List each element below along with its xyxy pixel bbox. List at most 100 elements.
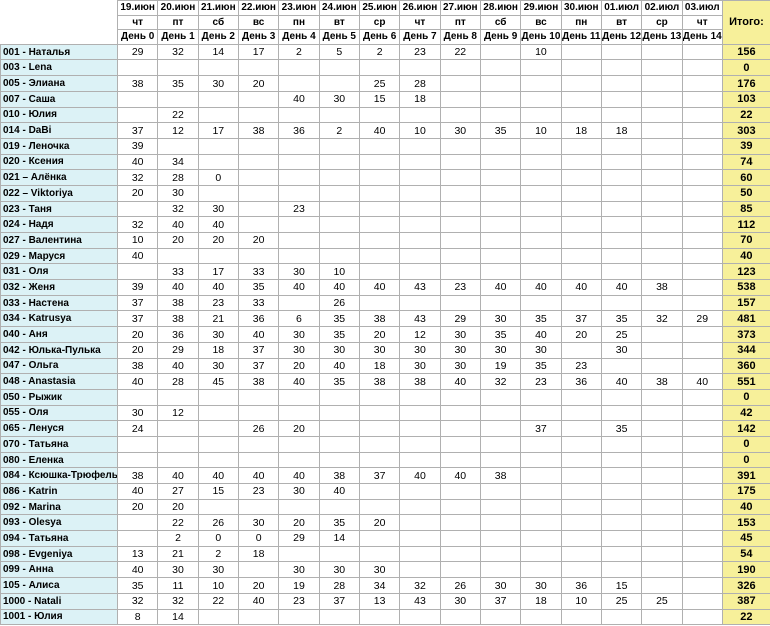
row-total: 344 <box>721 341 770 359</box>
empty-cell <box>681 341 723 359</box>
row-total: 153 <box>721 514 770 532</box>
day-value: 33 <box>157 263 199 281</box>
empty-cell <box>681 247 723 265</box>
empty-cell <box>560 608 602 626</box>
empty-cell <box>641 357 683 375</box>
day-value: 40 <box>600 373 643 390</box>
row-total: 326 <box>721 577 770 594</box>
empty-cell <box>278 169 320 186</box>
empty-cell <box>681 169 723 186</box>
empty-cell <box>439 200 481 218</box>
data-row: 001 - Наталья 29 32 14 17 2 5 2 23 22 10 156 <box>0 43 770 61</box>
empty-cell <box>600 247 643 265</box>
empty-cell <box>237 608 280 626</box>
row-total: 551 <box>721 373 770 390</box>
day-value: 10 <box>197 577 239 594</box>
participant-name: 1000 - Natali <box>0 592 118 610</box>
day-value: 21 <box>157 545 199 563</box>
empty-cell <box>681 404 723 422</box>
empty-cell <box>681 232 723 249</box>
empty-cell <box>197 137 239 155</box>
day-value: 33 <box>237 294 280 312</box>
empty-cell <box>560 232 602 249</box>
participant-name: 010 - Юлия <box>0 106 118 124</box>
empty-cell <box>641 59 683 77</box>
day-value: 23 <box>560 357 602 375</box>
data-row: 033 - Настена 37 38 23 33 26 157 <box>0 294 770 312</box>
day-value: 34 <box>157 153 199 171</box>
day-value: 43 <box>399 592 441 610</box>
header-date: 27.июн <box>439 0 481 16</box>
day-value: 23 <box>197 294 239 312</box>
empty-cell <box>439 561 481 579</box>
day-value: 38 <box>399 373 441 390</box>
day-value: 20 <box>197 232 239 249</box>
empty-cell <box>439 232 481 249</box>
empty-cell <box>560 530 602 547</box>
participant-name: 099 - Анна <box>0 561 118 579</box>
day-value: 2 <box>197 545 239 563</box>
empty-cell <box>600 43 643 61</box>
empty-cell <box>479 483 522 500</box>
day-value: 30 <box>318 341 360 359</box>
data-row: 094 - Татьяна 2 0 0 29 14 45 <box>0 530 770 547</box>
participant-name: 001 - Наталья <box>0 43 118 61</box>
header-day: День 5 <box>318 29 360 45</box>
empty-cell <box>157 90 199 108</box>
empty-cell <box>358 247 401 265</box>
row-total: 74 <box>721 153 770 171</box>
day-value: 30 <box>358 561 401 579</box>
day-value: 23 <box>520 373 562 390</box>
empty-cell <box>157 451 199 469</box>
empty-cell <box>641 545 683 563</box>
row-total: 45 <box>721 530 770 547</box>
day-value: 40 <box>600 279 643 296</box>
row-total: 360 <box>721 357 770 375</box>
day-value: 18 <box>399 90 441 108</box>
participant-name: 042 - Юлька-Пулька <box>0 341 118 359</box>
data-row: 1000 - Natali 32 32 22 40 23 37 13 43 30 37 18 10 25 2… <box>0 592 770 610</box>
header-weekday: чт <box>681 14 723 31</box>
empty-cell <box>681 75 723 92</box>
empty-cell <box>399 184 441 202</box>
day-value: 40 <box>318 357 360 375</box>
header-day: День 10 <box>520 29 562 45</box>
header-date: 26.июн <box>399 0 441 16</box>
header-weekday: сб <box>479 14 522 31</box>
empty-cell <box>681 451 723 469</box>
day-value: 40 <box>560 279 602 296</box>
participant-name: 021 – Алёнка <box>0 169 118 186</box>
empty-cell <box>681 514 723 532</box>
empty-cell <box>520 263 562 281</box>
day-value: 20 <box>116 184 159 202</box>
empty-cell <box>237 200 280 218</box>
day-value: 38 <box>237 373 280 390</box>
empty-cell <box>197 59 239 77</box>
header-date: 28.июн <box>479 0 522 16</box>
empty-cell <box>520 404 562 422</box>
empty-cell <box>681 483 723 500</box>
day-value: 32 <box>157 592 199 610</box>
data-row: 032 - Женя 39 40 40 35 40 40 40 43 23 40 40 40 40 38 53… <box>0 279 770 296</box>
data-row: 084 - Ксюшка-Трюфельк 38 40 40 40 40 38 37 40 40 3… <box>0 467 770 485</box>
day-value: 30 <box>157 561 199 579</box>
participant-name: 093 - Olesya <box>0 514 118 532</box>
header-date: 24.июн <box>318 0 360 16</box>
empty-cell <box>237 247 280 265</box>
participant-name: 020 - Ксения <box>0 153 118 171</box>
participant-name: 027 - Валентина <box>0 232 118 249</box>
empty-cell <box>358 294 401 312</box>
day-value: 20 <box>157 232 199 249</box>
empty-cell <box>197 247 239 265</box>
day-value: 20 <box>157 498 199 516</box>
empty-cell <box>600 608 643 626</box>
row-total: 142 <box>721 420 770 437</box>
empty-cell <box>318 153 360 171</box>
empty-cell <box>237 498 280 516</box>
empty-cell <box>116 514 159 532</box>
empty-cell <box>681 184 723 202</box>
empty-cell <box>520 200 562 218</box>
day-value: 19 <box>278 577 320 594</box>
empty-cell <box>520 545 562 563</box>
empty-cell <box>681 106 723 124</box>
